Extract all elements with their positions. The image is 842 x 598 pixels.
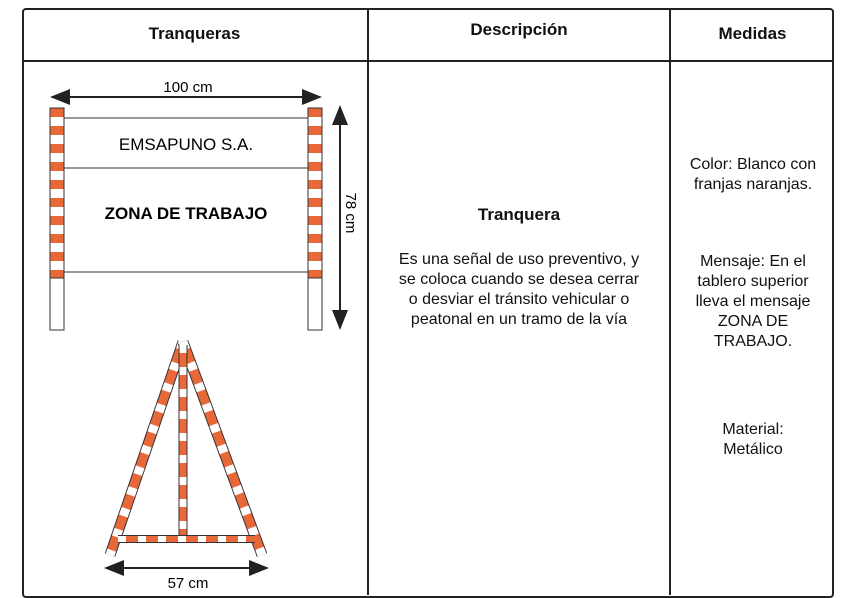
a-frame [104, 340, 268, 557]
width-label: 100 cm [163, 79, 212, 96]
header-cell: Medidas [718, 24, 787, 43]
header-cell: Descripción [470, 20, 568, 39]
post-base [307, 277, 323, 331]
column-divider [669, 8, 671, 595]
measure-item: Color: Blanco con franjas naranjas. [689, 156, 817, 193]
post [49, 107, 65, 279]
description-text: Es una señal de uso preventivo, y se col… [398, 251, 640, 328]
measure-item: Material: Metálico [722, 421, 784, 458]
board-text: ZONA DE TRABAJO [105, 204, 268, 223]
post-base [49, 277, 65, 331]
base-label: 57 cm [168, 575, 209, 592]
height-label: 78 cm [342, 193, 359, 234]
board-text: EMSAPUNO S.A. [119, 135, 253, 154]
description-title: Tranquera [477, 205, 561, 224]
column-divider [367, 8, 369, 595]
header-divider [22, 60, 834, 62]
board [63, 117, 309, 273]
measure-item: Mensaje: En el tablero superior lleva el… [695, 253, 811, 350]
post [307, 107, 323, 279]
header-cell: Tranqueras [148, 24, 241, 43]
